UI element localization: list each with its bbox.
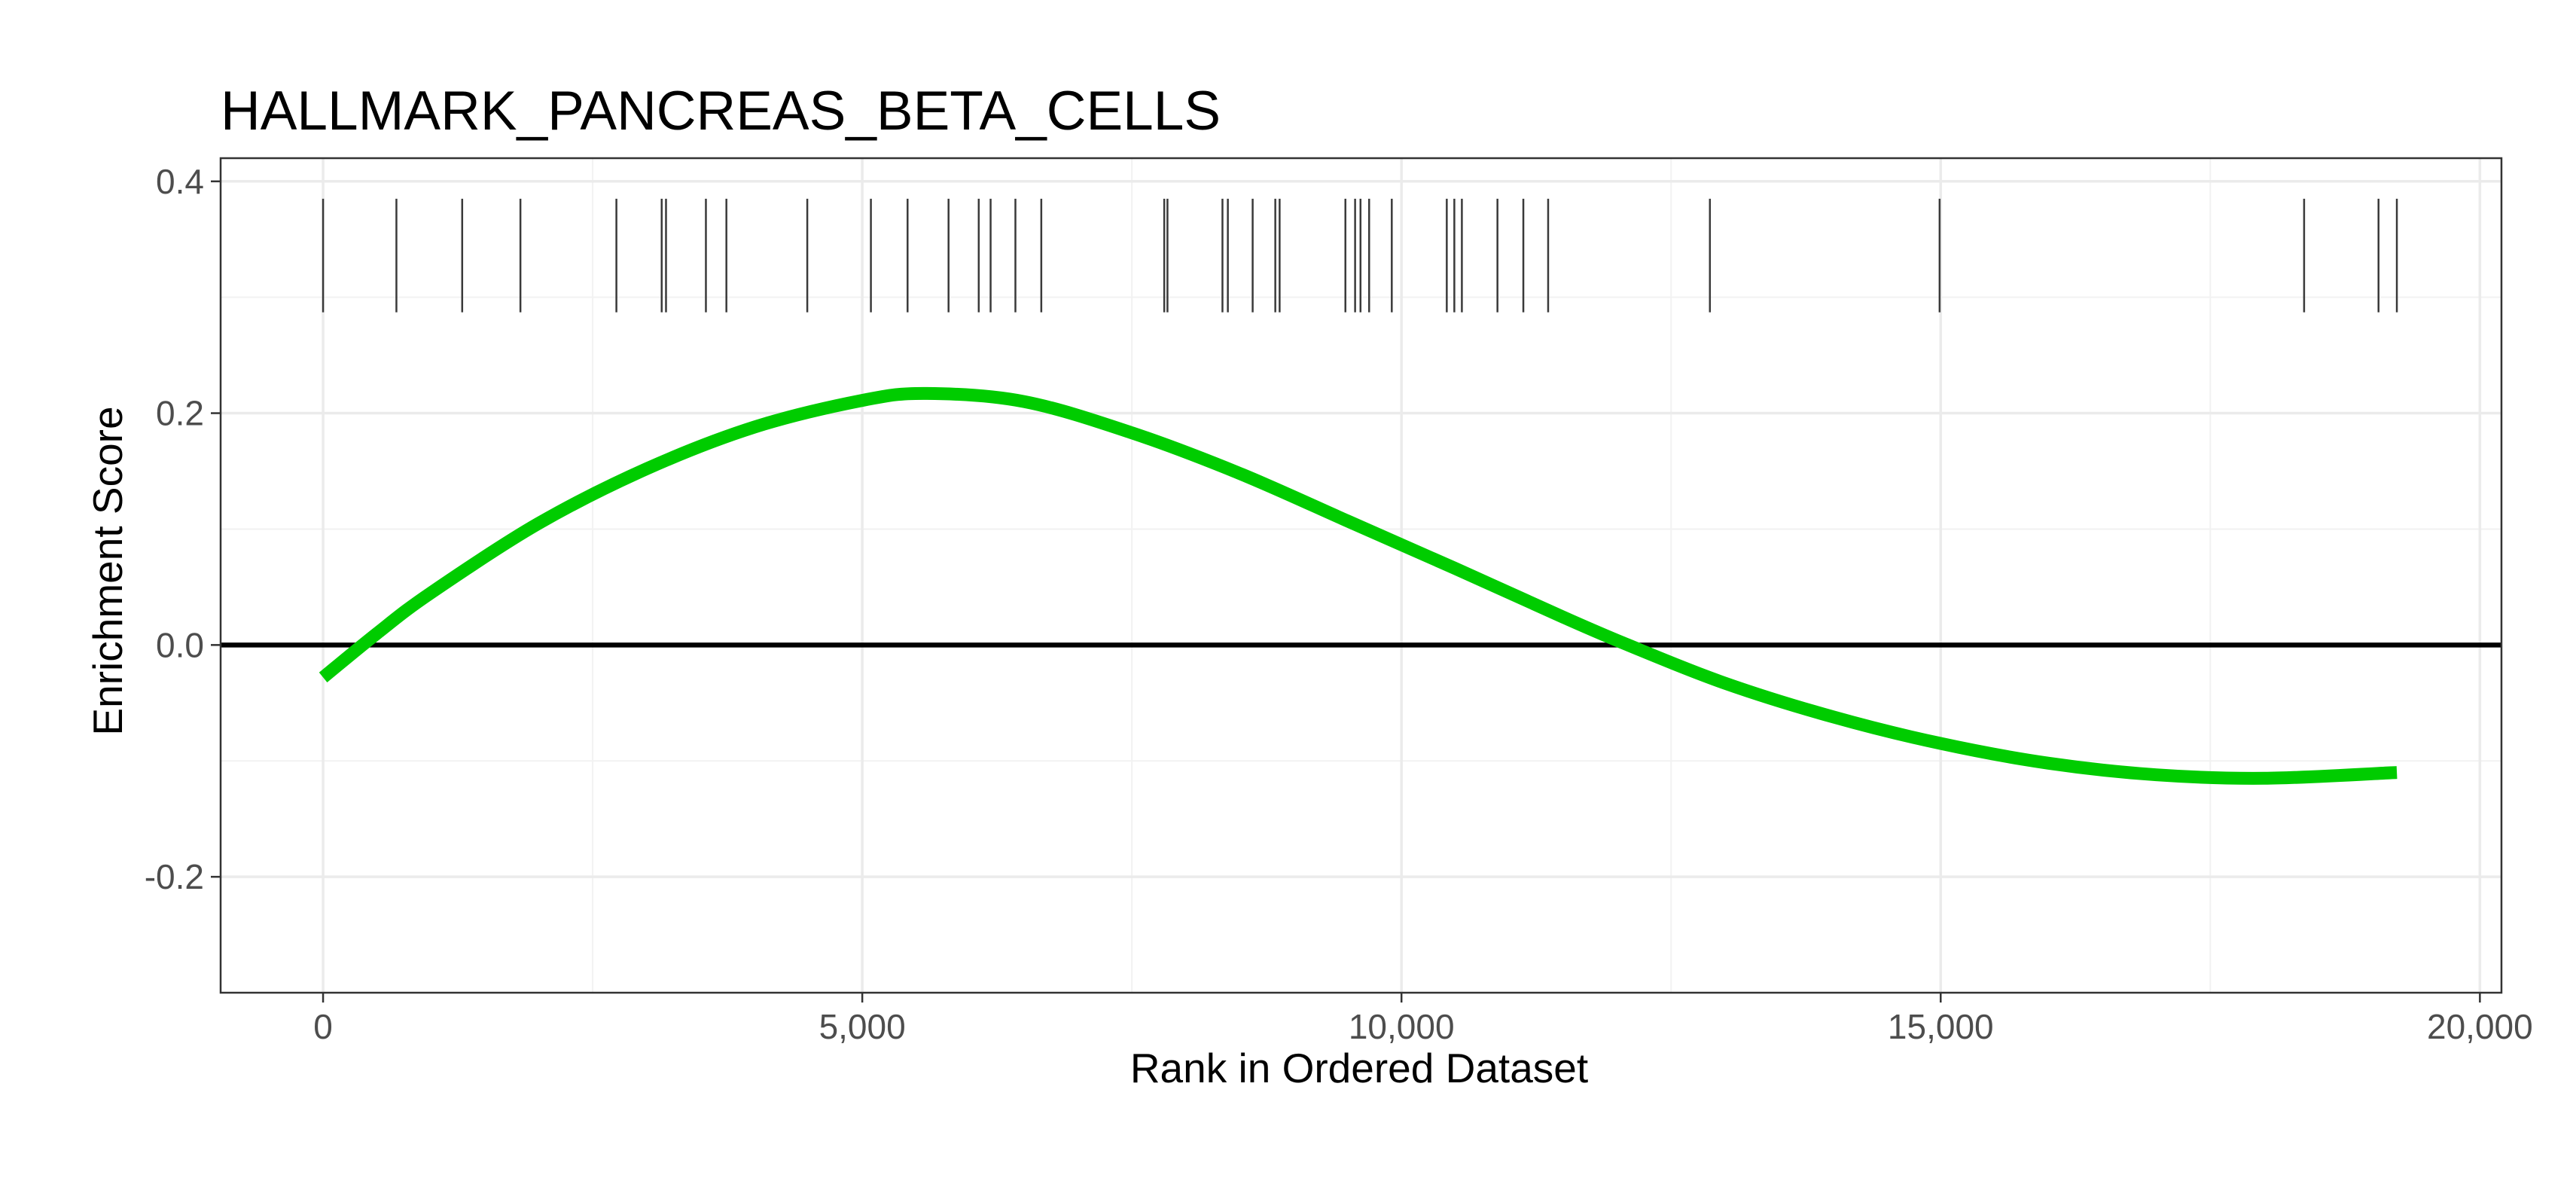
- x-tick-label: 10,000: [1349, 1007, 1455, 1046]
- y-tick-label: 0.4: [156, 162, 204, 201]
- y-tick-label: 0.2: [156, 394, 204, 433]
- x-tick-label: 0: [313, 1007, 333, 1046]
- x-tick-label: 15,000: [1888, 1007, 1994, 1046]
- y-axis-title: Enrichment Score: [84, 406, 131, 735]
- x-axis-title: Rank in Ordered Dataset: [1130, 1045, 1588, 1091]
- chart-title: HALLMARK_PANCREAS_BETA_CELLS: [221, 81, 1221, 142]
- x-tick-label: 20,000: [2427, 1007, 2533, 1046]
- y-tick-label: 0.0: [156, 625, 204, 664]
- panel-border: [219, 157, 2503, 994]
- series-layer: [319, 386, 2398, 785]
- axes-layer: 0 5,000 10,000 15,000 20,000 -0.2 0.0 0.2 0.4: [145, 162, 2533, 1046]
- enrichment-score-curve: [319, 386, 2398, 785]
- y-tick-label: -0.2: [145, 857, 204, 896]
- x-tick-label: 5,000: [819, 1007, 906, 1046]
- hit-ticks-layer: [322, 198, 2398, 313]
